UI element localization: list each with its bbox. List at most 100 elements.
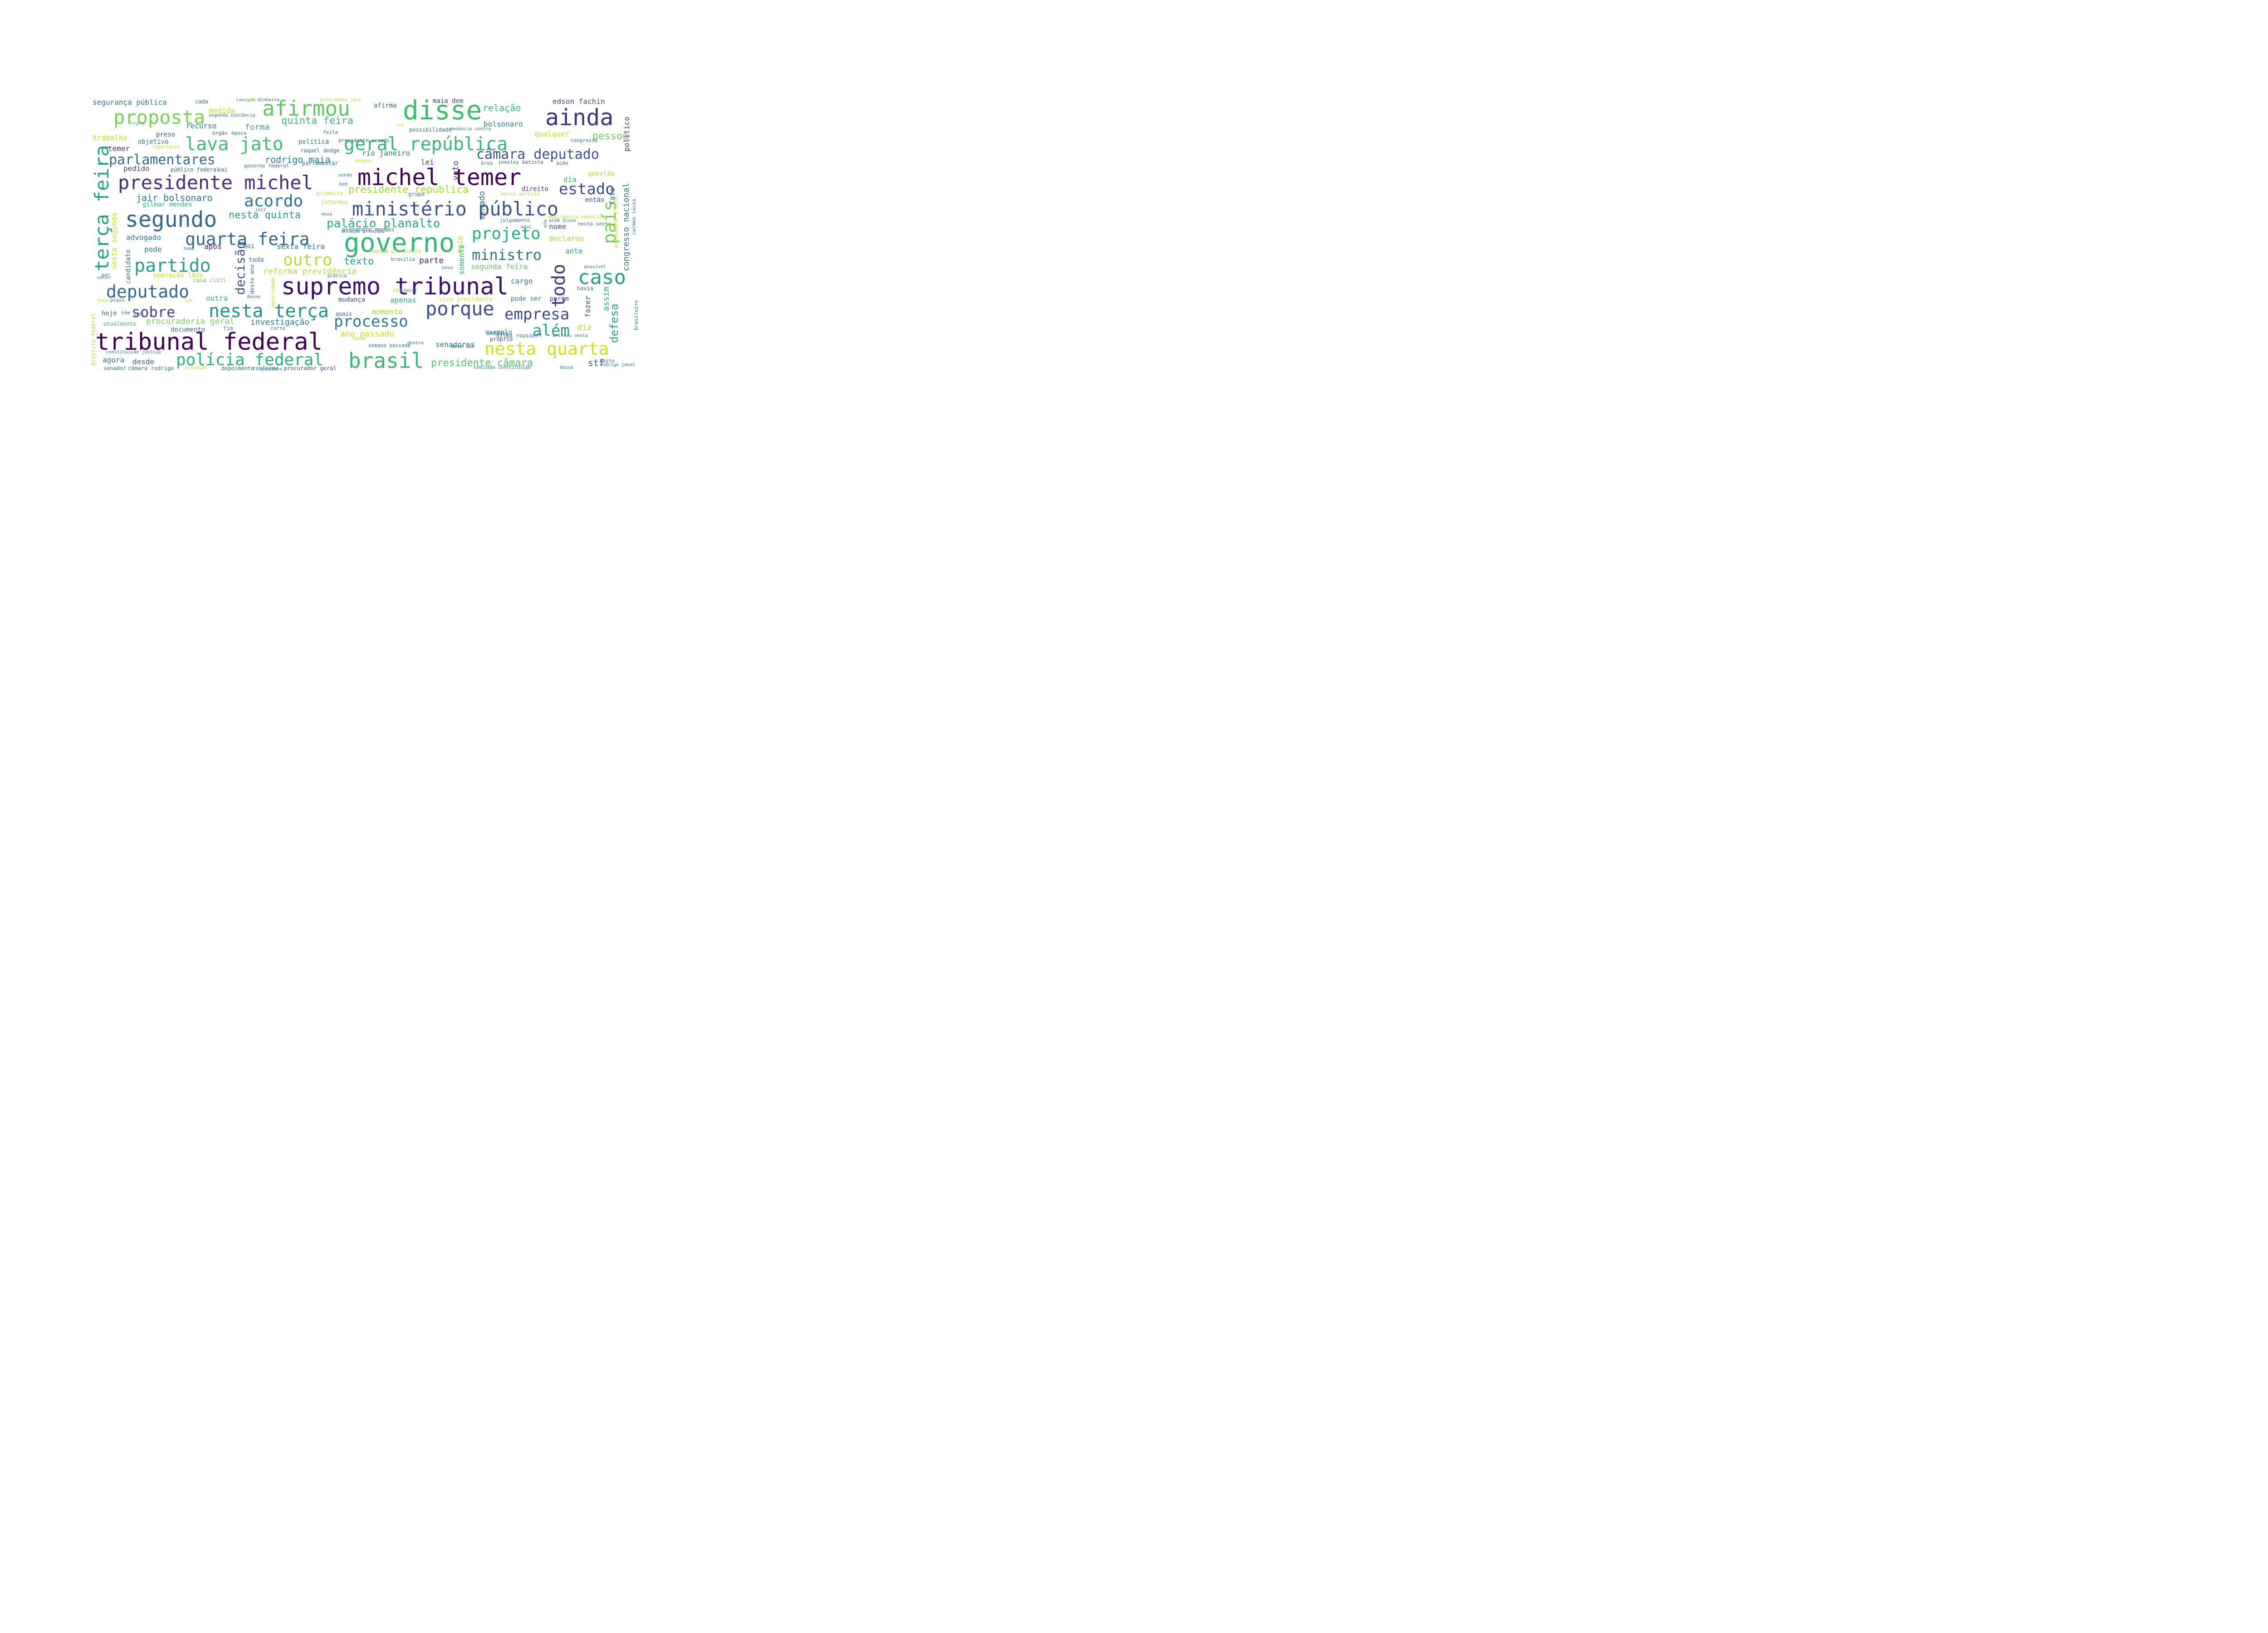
word-cloud-word: pode ser: [511, 295, 542, 303]
word-cloud-word: ano passado: [340, 329, 395, 339]
word-cloud-word: objetivo: [138, 138, 169, 146]
word-cloud-word: valor: [97, 275, 111, 280]
word-cloud-word: possibilidade: [409, 127, 452, 133]
word-cloud-word: presidente jair: [320, 98, 362, 103]
word-cloud-word: palácio planalto: [327, 217, 440, 230]
word-cloud-word: dia: [563, 175, 577, 184]
word-cloud-word: declarou: [549, 234, 584, 243]
word-cloud-word: michel temer: [357, 164, 522, 191]
word-cloud-word: empresa: [504, 305, 570, 323]
word-cloud-word: sexta feira: [277, 242, 325, 251]
word-cloud-word: texto: [344, 256, 374, 267]
word-cloud-word: nesta sexta: [578, 221, 611, 227]
word-cloud-word: ante: [565, 247, 583, 255]
word-cloud-word: distrito federal: [90, 313, 97, 366]
word-cloud-word: corte: [270, 325, 286, 331]
word-cloud-word: afirmou: [262, 96, 350, 121]
word-cloud-word: doi: [243, 243, 255, 250]
word-cloud-word: medida provisória: [370, 248, 421, 254]
word-cloud-word: grupo: [408, 191, 425, 197]
word-cloud-word: havia: [577, 285, 594, 292]
word-cloud: michel temer supremo tribunal tribunal fed…: [90, 94, 639, 372]
word-cloud-word: procurador geral: [284, 365, 337, 372]
word-cloud-word: nova: [321, 212, 332, 217]
word-cloud-word: político: [622, 116, 631, 152]
word-cloud-word: supremo tribunal: [281, 273, 508, 300]
word-cloud-word: além disso: [549, 218, 577, 223]
word-cloud-word: brasil: [348, 348, 424, 373]
word-cloud-word: aqui: [521, 225, 532, 230]
word-cloud-word: mudança: [338, 296, 366, 303]
word-cloud-word: porque: [425, 298, 494, 320]
word-cloud-word: sobre: [132, 303, 176, 321]
word-cloud-word: outro: [283, 251, 332, 269]
word-cloud-word: gilmar mendes: [142, 201, 192, 208]
word-cloud-word: regra: [130, 120, 145, 126]
word-cloud-word: qualquer: [534, 130, 570, 138]
word-cloud-word: sempre: [355, 158, 371, 163]
word-cloud-word: agora: [103, 356, 125, 364]
word-cloud-word: deste ano: [249, 264, 255, 294]
word-cloud-word: atualmente: [103, 321, 137, 327]
word-cloud-word: dilma rousseff: [496, 332, 543, 339]
word-cloud-word: presidente câmara: [431, 357, 533, 369]
word-cloud-word: todo: [548, 264, 569, 308]
word-cloud-word: somente: [457, 244, 466, 275]
word-cloud-word: bolsonaro: [484, 120, 523, 128]
word-cloud-word: novo: [442, 265, 453, 270]
word-cloud-word: exemplo: [485, 329, 513, 336]
word-cloud-word: toda: [249, 256, 264, 264]
word-cloud-word: assim: [601, 286, 611, 311]
word-cloud-word: situação: [185, 365, 207, 370]
word-cloud-word: processo: [334, 313, 408, 331]
word-cloud-word: decisão: [233, 241, 248, 295]
word-cloud-word: casa civil: [193, 277, 226, 284]
word-cloud-word: maia dem: [433, 98, 464, 105]
word-cloud-word: temer: [108, 144, 130, 153]
word-cloud-word: época: [231, 130, 247, 136]
word-cloud-word: diz: [577, 323, 592, 332]
word-cloud-word: hoje: [102, 310, 117, 317]
word-cloud-word: comissão constituição: [474, 365, 531, 370]
word-cloud-word: segurança pública: [93, 98, 167, 107]
word-cloud-word: nesta quarta: [484, 339, 609, 359]
word-cloud-word: entanto: [487, 331, 508, 337]
word-cloud-word: caso: [578, 266, 626, 289]
word-cloud-word: trabalho: [93, 133, 128, 142]
word-cloud-word: momento: [372, 308, 403, 316]
word-cloud-word: questão: [588, 170, 615, 177]
word-cloud-word: reforma previdência: [263, 267, 357, 276]
word-cloud-word: forma: [245, 122, 270, 132]
word-cloud-word: presidente república: [348, 184, 469, 196]
word-cloud-word: fim: [223, 325, 233, 332]
word-cloud-word: acordo: [244, 192, 303, 210]
word-cloud-word: raquel dodge: [300, 147, 340, 154]
word-cloud-word: julgamento: [500, 217, 530, 223]
word-cloud-word: primeiro: [317, 190, 343, 196]
word-cloud-word: brasileiro: [633, 300, 639, 330]
word-cloud-word: desde: [132, 357, 155, 366]
word-cloud-word: nesta segunda: [110, 212, 118, 269]
word-cloud-word: rodrigo maia: [265, 154, 331, 165]
word-cloud-word: semana passada: [368, 342, 411, 348]
word-cloud-word: jair bolsonaro: [136, 192, 213, 203]
word-cloud-word: sendo: [338, 173, 352, 178]
word-cloud-word: documento: [171, 326, 205, 333]
word-cloud-word: senadores: [435, 340, 475, 349]
word-cloud-word: câmara rodrigo: [128, 365, 174, 372]
word-cloud-word: marco aurélio: [501, 191, 540, 197]
word-cloud-word: delação premiada: [341, 229, 385, 234]
word-cloud-word: após: [204, 242, 222, 251]
word-cloud-word: nesta quinta: [229, 210, 301, 221]
word-cloud-word: pgr: [102, 273, 110, 278]
word-cloud-word: parte: [419, 256, 444, 265]
word-cloud-word: segundo: [125, 207, 217, 232]
word-cloud-word: rio janeiro: [362, 149, 410, 157]
word-cloud-word: carmen lúcia: [631, 199, 637, 235]
word-cloud-word: vice presidente: [439, 296, 493, 303]
word-cloud-word: polícia federal: [176, 351, 324, 369]
word-cloud-word: edson fachin: [552, 97, 605, 106]
word-cloud-word: câmara deputado: [476, 147, 599, 162]
word-cloud-word: dentro: [407, 341, 424, 346]
word-cloud-word: procuradoria geral: [146, 317, 235, 326]
